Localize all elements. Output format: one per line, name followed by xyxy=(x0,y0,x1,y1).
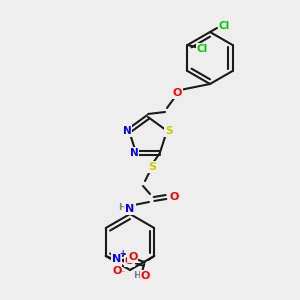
Text: O: O xyxy=(172,88,182,98)
Text: O: O xyxy=(169,192,179,202)
Text: S: S xyxy=(165,126,173,136)
Text: O: O xyxy=(141,271,150,281)
Text: N: N xyxy=(112,254,122,264)
Text: Cl: Cl xyxy=(197,44,208,54)
Text: S: S xyxy=(148,162,156,172)
Text: H: H xyxy=(118,202,126,211)
Text: O: O xyxy=(124,256,134,266)
Text: +: + xyxy=(120,250,126,259)
Text: ⁻: ⁻ xyxy=(121,268,125,278)
Text: O: O xyxy=(128,252,137,262)
Text: H: H xyxy=(134,272,141,280)
Text: N: N xyxy=(125,204,135,214)
Text: N: N xyxy=(130,148,139,158)
Text: N: N xyxy=(123,126,131,136)
Text: Cl: Cl xyxy=(218,21,230,31)
Text: O: O xyxy=(112,266,122,276)
